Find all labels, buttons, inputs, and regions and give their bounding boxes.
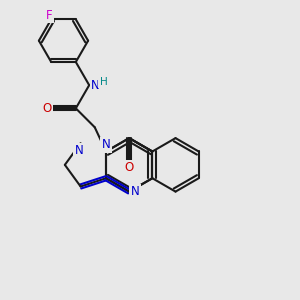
Text: F: F	[46, 9, 52, 22]
Text: H: H	[100, 76, 107, 87]
Text: O: O	[124, 161, 134, 174]
Text: N: N	[102, 138, 110, 152]
Text: N: N	[91, 79, 100, 92]
Text: O: O	[43, 102, 52, 115]
Text: N: N	[75, 144, 83, 157]
Text: N: N	[131, 185, 140, 198]
